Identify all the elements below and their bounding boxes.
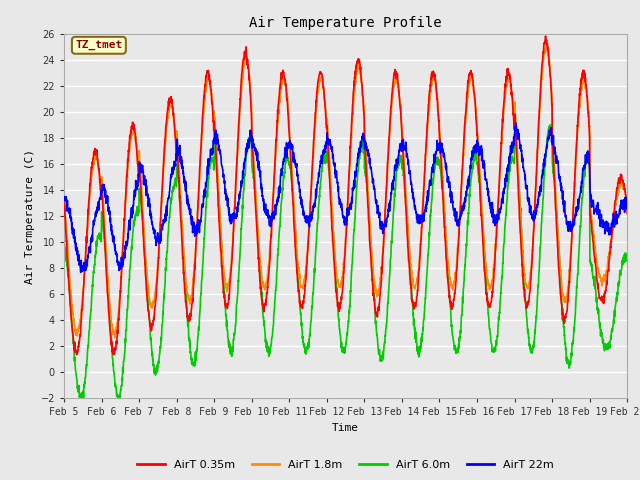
AirT 1.8m [60, 201, 68, 207]
AirT 1.8m [589, 235, 597, 240]
AirT 1.8m [218, 240, 225, 245]
Line: AirT 22m: AirT 22m [64, 123, 627, 272]
X-axis label: Time: Time [332, 423, 359, 433]
AirT 22m [362, 145, 370, 151]
AirT 0.35m [374, 305, 382, 311]
AirT 6.0m [218, 237, 225, 242]
AirT 22m [60, 197, 68, 203]
AirT 0.35m [509, 111, 517, 117]
AirT 6.0m [60, 246, 68, 252]
AirT 6.0m [574, 271, 582, 277]
Text: TZ_tmet: TZ_tmet [76, 40, 122, 50]
AirT 6.0m [76, 402, 84, 408]
Line: AirT 1.8m: AirT 1.8m [64, 46, 627, 337]
AirT 22m [509, 142, 517, 147]
AirT 6.0m [362, 175, 370, 180]
AirT 22m [77, 269, 84, 275]
Title: Air Temperature Profile: Air Temperature Profile [250, 16, 442, 30]
AirT 0.35m [362, 165, 370, 170]
AirT 1.8m [362, 149, 370, 155]
Line: AirT 0.35m: AirT 0.35m [64, 36, 627, 355]
AirT 22m [623, 204, 631, 209]
Line: AirT 6.0m: AirT 6.0m [64, 125, 627, 405]
AirT 1.8m [574, 126, 582, 132]
AirT 6.0m [623, 251, 631, 256]
AirT 22m [574, 203, 582, 208]
AirT 1.8m [509, 107, 517, 112]
Y-axis label: Air Termperature (C): Air Termperature (C) [25, 148, 35, 284]
AirT 0.35m [541, 33, 549, 39]
AirT 0.35m [60, 200, 68, 205]
AirT 0.35m [574, 118, 582, 123]
AirT 22m [512, 120, 520, 126]
AirT 6.0m [374, 348, 382, 354]
AirT 6.0m [589, 276, 597, 281]
AirT 22m [589, 201, 597, 206]
AirT 1.8m [623, 204, 631, 210]
AirT 1.8m [374, 291, 382, 297]
Legend: AirT 0.35m, AirT 1.8m, AirT 6.0m, AirT 22m: AirT 0.35m, AirT 1.8m, AirT 6.0m, AirT 2… [132, 455, 559, 474]
AirT 1.8m [111, 335, 118, 340]
AirT 22m [218, 160, 225, 166]
AirT 1.8m [543, 43, 550, 48]
AirT 0.35m [218, 256, 225, 262]
AirT 0.35m [73, 352, 81, 358]
AirT 0.35m [589, 246, 597, 252]
AirT 6.0m [546, 122, 554, 128]
AirT 6.0m [509, 158, 517, 164]
AirT 22m [374, 208, 382, 214]
AirT 0.35m [623, 211, 631, 216]
